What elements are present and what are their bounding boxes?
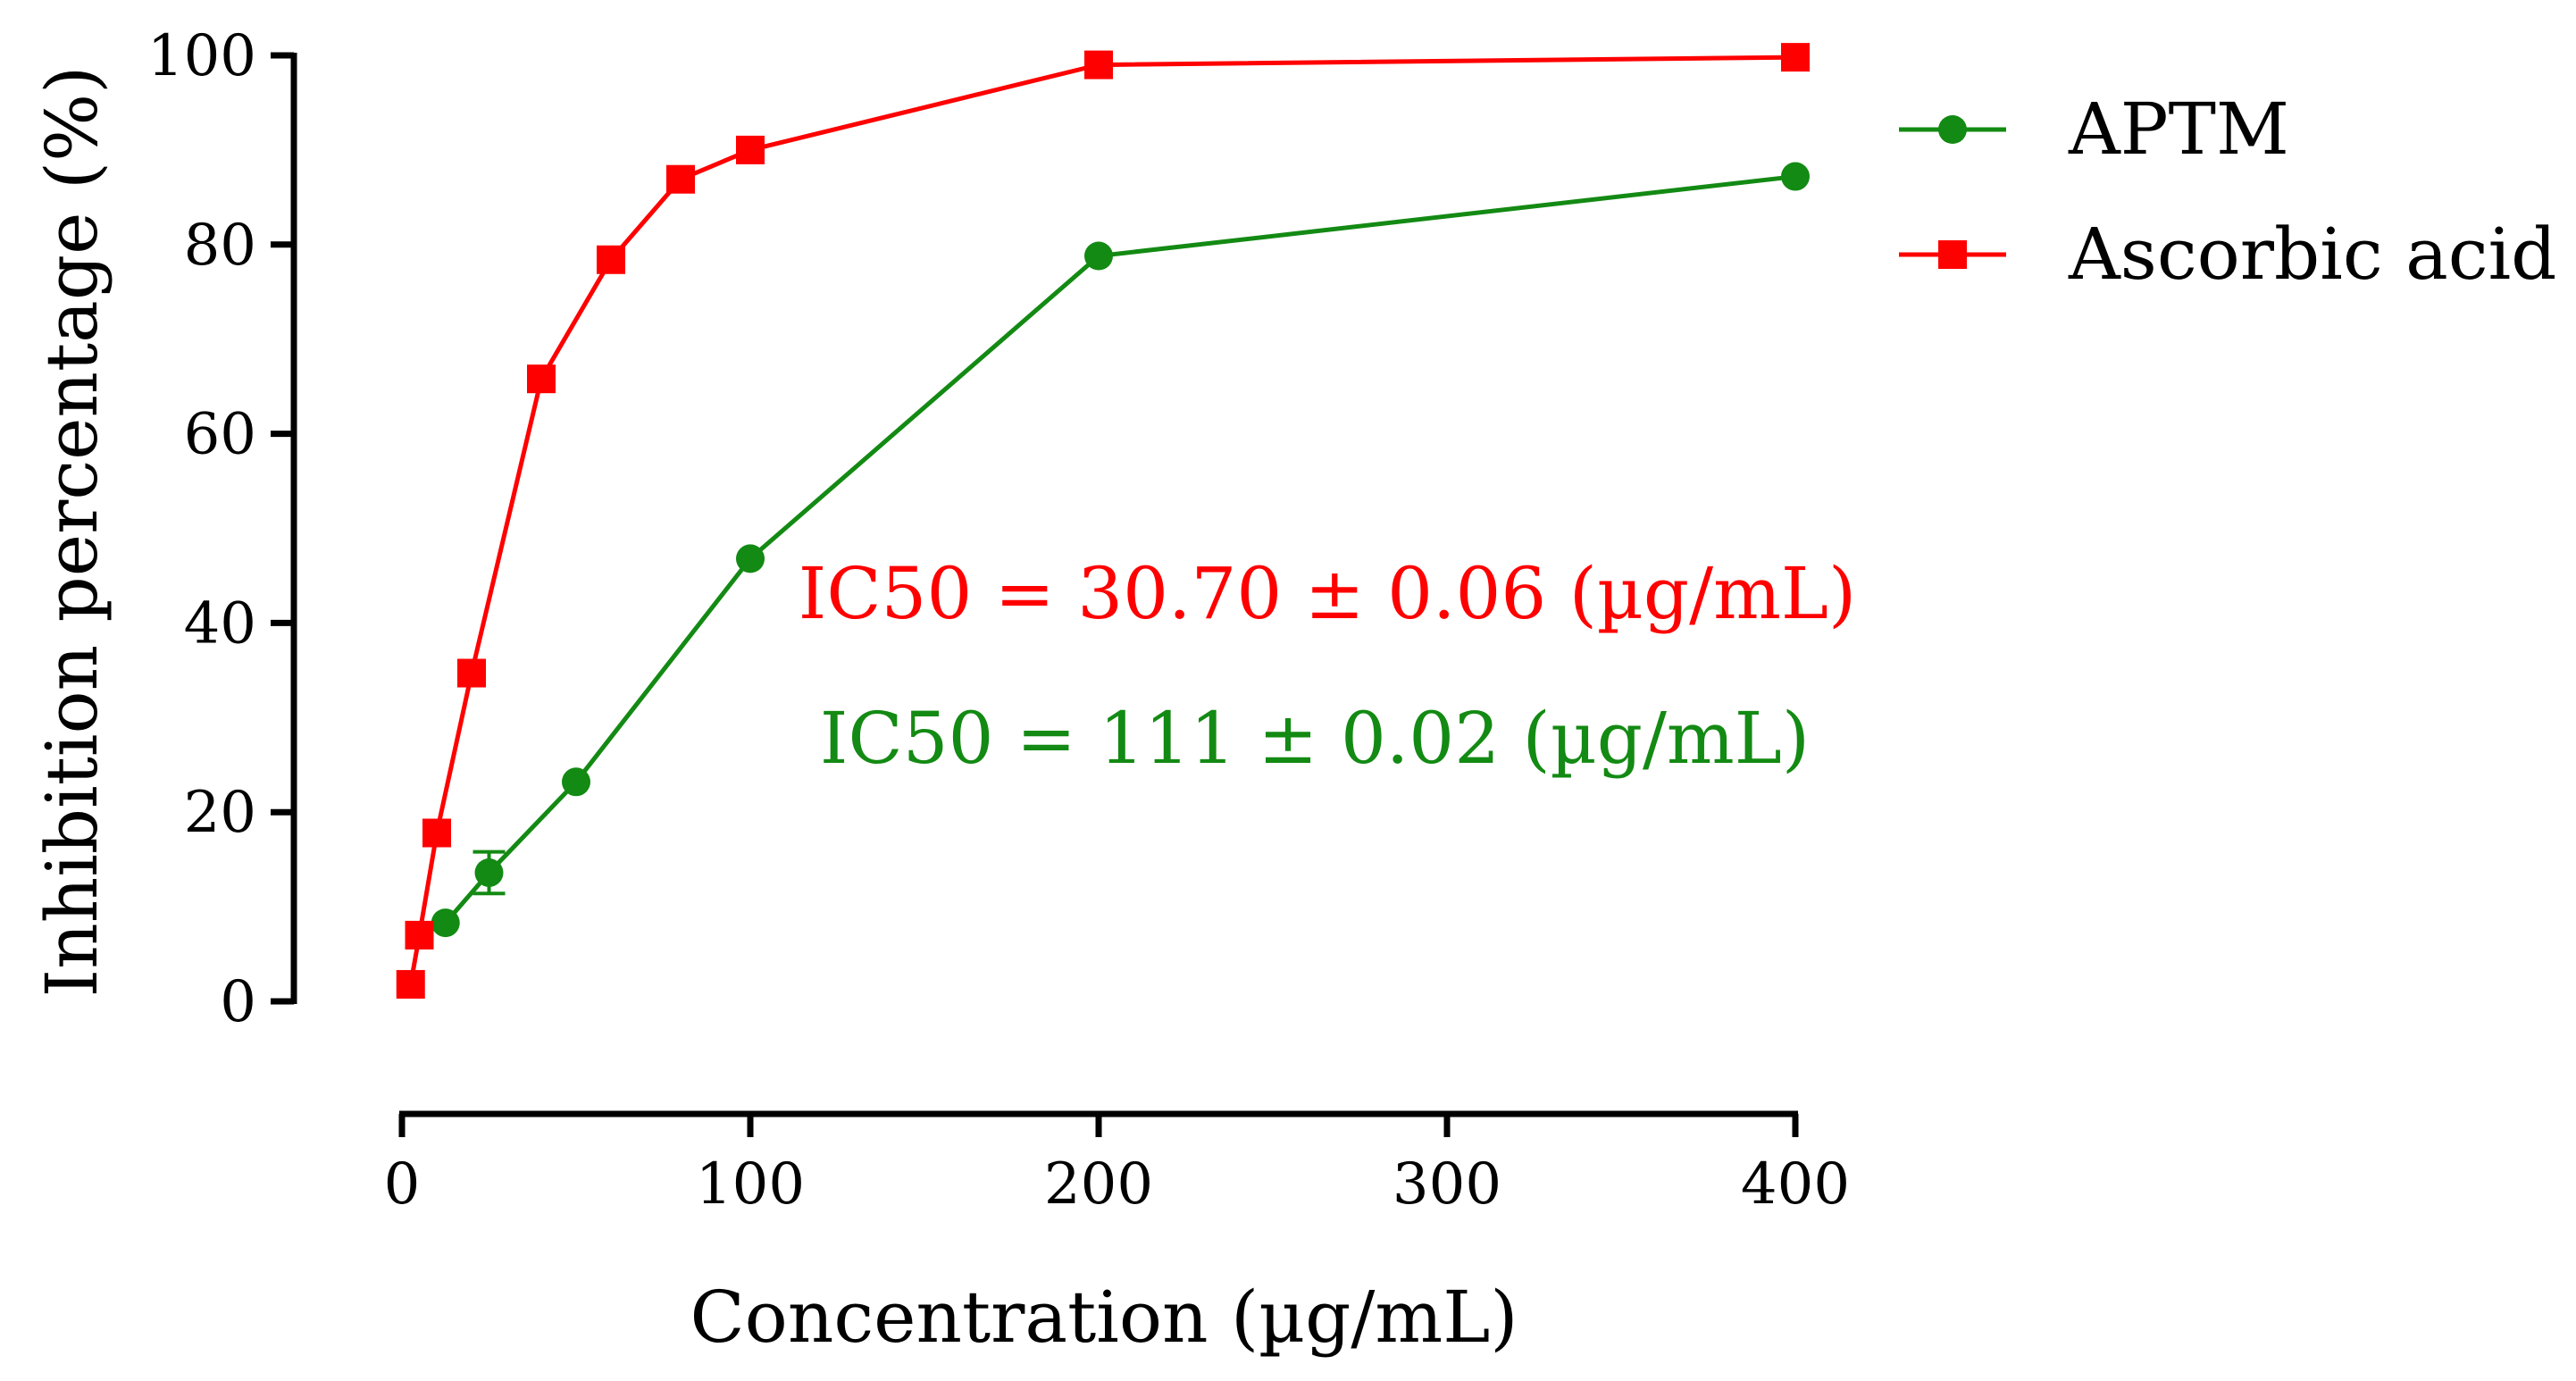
data-point: [1084, 50, 1113, 80]
x-tick-label: 100: [696, 1151, 805, 1218]
data-point: [562, 767, 590, 797]
data-point: [736, 135, 765, 164]
legend-item: Ascorbic acid: [1899, 213, 2556, 296]
data-point: [597, 245, 625, 274]
data-point: [457, 658, 486, 688]
series-aptm: [431, 162, 1810, 938]
y-axis: 0 20 40 60 80 100: [147, 23, 297, 1035]
data-point: [1781, 162, 1810, 191]
data-point: [431, 908, 460, 938]
y-tick-label: 80: [184, 213, 256, 279]
legend: APTM Ascorbic acid: [1899, 88, 2556, 296]
y-tick-label: 0: [220, 969, 256, 1035]
legend-label: Ascorbic acid: [2068, 213, 2556, 296]
data-point: [422, 818, 451, 848]
series-line: [443, 174, 1796, 925]
ic50-ascorbic-annotation: IC50 = 30.70 ± 0.06 (µg/mL): [799, 552, 1857, 635]
x-tick-label: 200: [1044, 1151, 1153, 1218]
y-tick-label: 100: [147, 23, 256, 89]
y-tick-label: 60: [184, 402, 256, 468]
x-axis-title: Concentration (µg/mL): [690, 1276, 1518, 1359]
data-point: [396, 969, 425, 999]
legend-label: APTM: [2068, 88, 2289, 171]
data-point: [474, 858, 504, 887]
y-tick-label: 40: [184, 590, 256, 657]
series-ascorbic-acid: [396, 43, 1810, 999]
series-layer: [396, 43, 1810, 999]
data-point: [527, 364, 556, 394]
x-tick-label: 300: [1393, 1151, 1501, 1218]
y-tick-label: 20: [184, 780, 256, 846]
legend-marker: [1938, 115, 1967, 144]
legend-item: APTM: [1899, 88, 2289, 171]
data-point: [1084, 241, 1113, 271]
data-point: [405, 920, 434, 950]
data-point: [666, 164, 695, 194]
y-axis-title: Inhibition percentage (%): [30, 66, 113, 998]
ic50-aptm-annotation: IC50 = 111 ± 0.02 (µg/mL): [820, 697, 1810, 780]
x-tick-label: 0: [384, 1151, 421, 1218]
data-point: [1781, 43, 1810, 72]
legend-marker: [1938, 240, 1967, 269]
x-tick-label: 400: [1741, 1151, 1850, 1218]
x-axis: 0 100 200 300 400: [384, 1110, 1850, 1218]
data-point: [736, 544, 765, 573]
series-line: [408, 54, 1796, 985]
